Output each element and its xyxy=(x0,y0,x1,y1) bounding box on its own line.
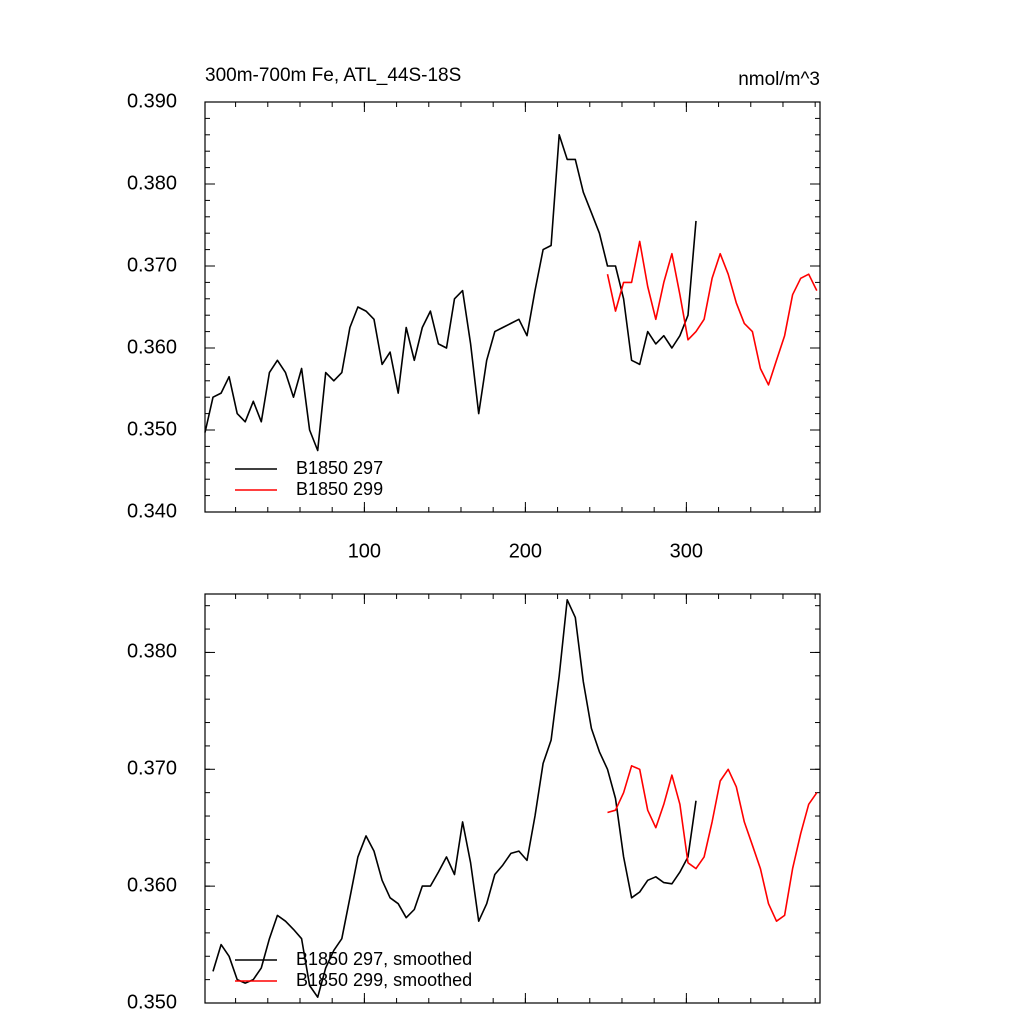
legend-label: B1850 299, smoothed xyxy=(296,970,472,990)
data-line xyxy=(606,240,818,386)
chart-title: 300m-700m Fe, ATL_44S-18S xyxy=(205,65,461,86)
plot-frame xyxy=(204,593,821,1004)
legend-label: B1850 297, smoothed xyxy=(296,949,472,969)
data-line xyxy=(204,134,697,452)
legend-label: B1850 297 xyxy=(296,458,383,478)
data-line xyxy=(607,765,818,922)
x-tick-label: 300 xyxy=(670,540,703,562)
y-tick-label: 0.360 xyxy=(127,336,177,358)
x-tick-label: 200 xyxy=(509,540,542,562)
y-tick-label: 0.350 xyxy=(127,991,177,1013)
x-tick-label: 100 xyxy=(348,540,381,562)
legend-label: B1850 299 xyxy=(296,479,383,499)
data-line xyxy=(212,599,697,998)
y-tick-label: 0.340 xyxy=(127,500,177,522)
plot-frame xyxy=(204,101,821,513)
y-tick-label: 0.350 xyxy=(127,418,177,440)
units-label: nmol/m^3 xyxy=(738,69,820,90)
y-tick-label: 0.370 xyxy=(127,254,177,276)
y-tick-label: 0.360 xyxy=(127,874,177,896)
y-tick-label: 0.390 xyxy=(127,90,177,112)
y-tick-label: 0.380 xyxy=(127,641,177,663)
y-tick-label: 0.380 xyxy=(127,172,177,194)
y-tick-label: 0.370 xyxy=(127,758,177,780)
